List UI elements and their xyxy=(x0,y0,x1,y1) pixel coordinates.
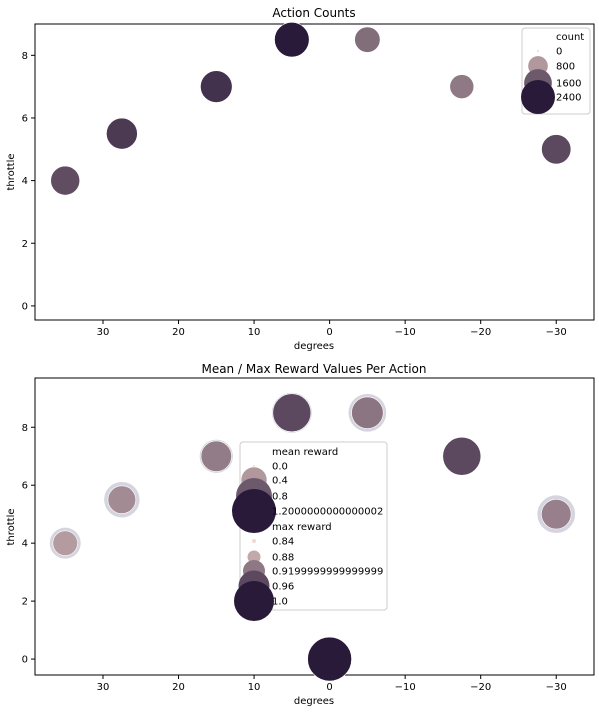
legend-marker xyxy=(253,465,255,467)
x-tick-label: 0 xyxy=(326,682,332,693)
x-axis-label: degrees xyxy=(294,341,334,352)
x-tick-label: −20 xyxy=(470,682,491,693)
y-tick-label: 8 xyxy=(22,51,28,62)
legend-label: 0.4 xyxy=(272,476,288,487)
legend-label: 0.9199999999999999 xyxy=(272,567,383,578)
y-tick-label: 0 xyxy=(22,655,28,666)
chart-title: Action Counts xyxy=(272,6,355,20)
x-tick-label: 10 xyxy=(248,327,261,338)
legend-label: 0.96 xyxy=(272,582,294,593)
x-tick-label: −10 xyxy=(395,327,416,338)
y-axis-label: throttle xyxy=(6,508,17,545)
legend-marker xyxy=(521,80,555,114)
y-tick-label: 0 xyxy=(22,301,28,312)
x-tick-label: 10 xyxy=(248,682,261,693)
mean-reward-point xyxy=(200,440,232,472)
count-point xyxy=(354,26,381,53)
legend-label: 1.2000000000000002 xyxy=(272,507,383,518)
plot-frame xyxy=(34,23,595,321)
legend-mean-title: mean reward xyxy=(272,447,338,458)
legend-label: 800 xyxy=(556,62,575,73)
count-point xyxy=(200,70,233,103)
y-axis-ticks: 0 2 4 6 8 xyxy=(22,51,35,312)
y-tick-label: 6 xyxy=(22,481,28,492)
x-axis-label: degrees xyxy=(294,696,334,707)
mean-reward-point xyxy=(52,530,78,556)
x-axis-ticks: 30 20 10 0 −10 −20 −30 xyxy=(97,675,567,693)
chart-title: Mean / Max Reward Values Per Action xyxy=(201,362,426,376)
legend-marker xyxy=(252,539,256,543)
x-tick-label: 30 xyxy=(97,327,110,338)
legend-label: 0.84 xyxy=(272,537,294,548)
count-point xyxy=(274,22,310,58)
legend-label: 1.0 xyxy=(272,597,288,608)
count-point xyxy=(50,165,81,196)
y-axis-label: throttle xyxy=(6,153,17,190)
x-tick-label: 30 xyxy=(97,682,110,693)
legend-marker xyxy=(247,550,261,564)
y-tick-label: 4 xyxy=(22,539,28,550)
mean-reward-point xyxy=(351,396,384,429)
scatter-points xyxy=(50,22,572,196)
mean-reward-point xyxy=(307,636,352,682)
legend-label: 0.0 xyxy=(272,462,288,473)
x-tick-label: −10 xyxy=(395,682,416,693)
count-point xyxy=(449,74,475,99)
legend-title: count xyxy=(556,32,584,43)
legend-max-title: max reward xyxy=(272,522,332,533)
mean-reward-point xyxy=(107,485,137,514)
reward-values-chart: Mean / Max Reward Values Per Action 0 2 4 6… xyxy=(6,362,595,707)
y-tick-label: 8 xyxy=(22,423,28,434)
y-tick-label: 2 xyxy=(22,239,28,250)
x-tick-label: 20 xyxy=(172,327,185,338)
scatter-points xyxy=(49,392,576,682)
x-tick-label: −30 xyxy=(546,327,567,338)
count-point xyxy=(541,134,572,165)
x-tick-label: 20 xyxy=(172,682,185,693)
legend-marker xyxy=(234,581,274,621)
legend-label: 2400 xyxy=(556,93,581,104)
x-tick-label: −30 xyxy=(546,682,567,693)
mean-reward-point xyxy=(541,498,572,530)
legend-marker xyxy=(537,50,539,52)
legend-label: 1600 xyxy=(556,79,581,90)
mean-reward-point xyxy=(442,436,482,476)
x-tick-label: 0 xyxy=(326,327,332,338)
x-tick-label: −20 xyxy=(470,327,491,338)
x-axis-ticks: 30 20 10 0 −10 −20 −30 xyxy=(97,320,567,338)
y-axis-ticks: 0 2 4 6 8 xyxy=(22,423,35,666)
y-tick-label: 6 xyxy=(22,113,28,124)
legend-entries: 0.0 0.4 0.8 1.2000000000000002 0.84 0.88 0.919… xyxy=(232,462,383,621)
mean-reward-point xyxy=(272,393,312,433)
legend: mean reward max reward 0.0 0.4 0.8 1.200000… xyxy=(232,441,388,621)
legend-label: 0.8 xyxy=(272,492,288,503)
y-tick-label: 4 xyxy=(22,176,28,187)
legend-label: 0.88 xyxy=(272,553,294,564)
count-point xyxy=(106,117,138,150)
y-tick-label: 2 xyxy=(22,597,28,608)
legend-marker xyxy=(232,489,276,533)
legend: count 0 800 1600 2400 xyxy=(521,27,591,115)
legend-entries: 0 800 1600 2400 xyxy=(521,47,581,114)
action-counts-chart: Action Counts 0 2 4 6 8 30 20 10 0 −10 −20 −30 deg… xyxy=(6,6,595,352)
legend-label: 0 xyxy=(556,47,562,58)
